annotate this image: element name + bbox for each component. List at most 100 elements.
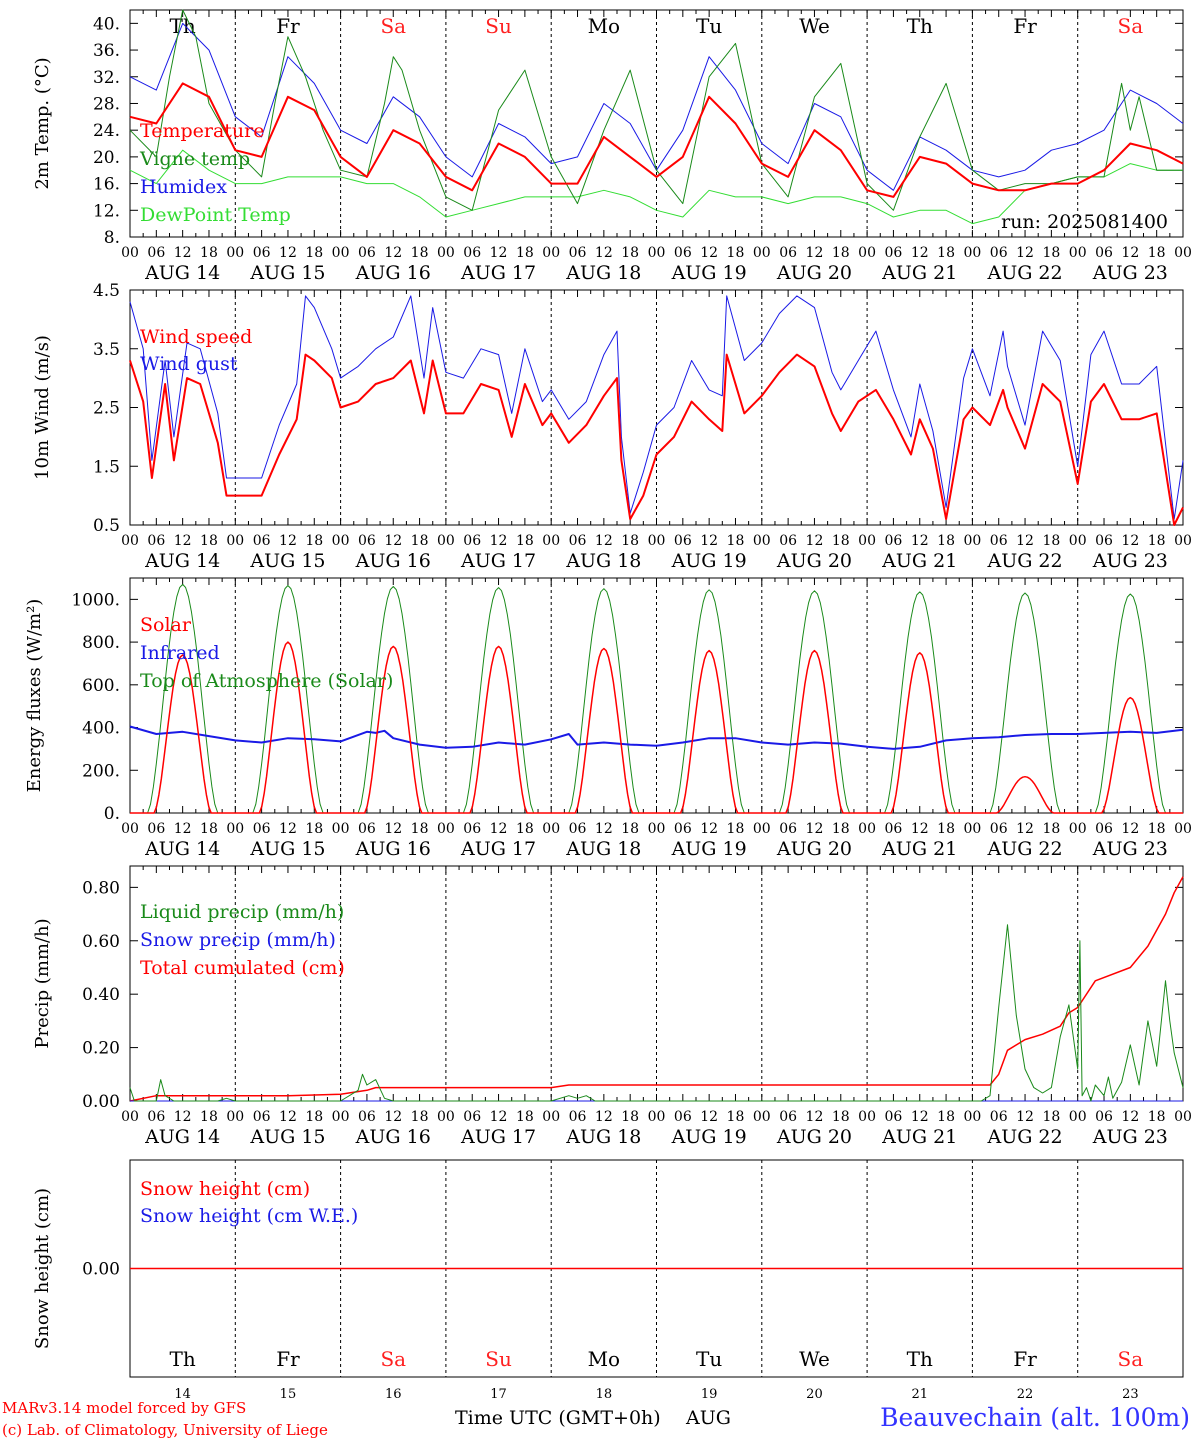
- hour-tick-label: 06: [358, 245, 376, 261]
- hour-tick-label: 12: [595, 533, 613, 549]
- hour-tick-label: 18: [727, 1109, 745, 1125]
- y-tick-label: 0.: [104, 804, 120, 824]
- hour-tick-label: 18: [411, 245, 429, 261]
- hour-tick-label: 12: [1121, 1109, 1139, 1125]
- legend-entry: Top of Atmosphere (Solar): [140, 670, 393, 692]
- hour-tick-label: 12: [806, 533, 824, 549]
- date-label: AUG 23: [1092, 262, 1168, 284]
- hour-tick-label: 06: [885, 533, 903, 549]
- legend-entry: Snow height (cm): [140, 1178, 310, 1200]
- hour-tick-label: 00: [753, 821, 771, 837]
- hour-tick-label: 18: [1042, 821, 1060, 837]
- date-label: AUG 21: [881, 838, 957, 860]
- series-line-wind-speed: [129, 353, 1184, 526]
- date-label: AUG 21: [881, 262, 957, 284]
- hour-tick-label: 06: [569, 821, 587, 837]
- hour-tick-label: 12: [279, 533, 297, 549]
- y-tick-label: 0.80: [82, 878, 120, 898]
- hour-tick-label: 00: [121, 533, 139, 549]
- weekday-label: Fr: [1013, 14, 1037, 38]
- hour-tick-label: 00: [542, 533, 560, 549]
- hour-tick-label: 12: [1016, 533, 1034, 549]
- date-label: AUG 21: [881, 1126, 957, 1148]
- hour-tick-label: 00: [226, 245, 244, 261]
- hour-tick-label: 18: [621, 1109, 639, 1125]
- legend-entry: Temperature: [140, 120, 264, 142]
- hour-tick-label: 18: [621, 533, 639, 549]
- y-tick-label: 28.: [93, 94, 120, 114]
- hour-tick-label: 00: [332, 821, 350, 837]
- date-label: AUG 23: [1092, 838, 1168, 860]
- series-line-liquid-precip-mm-h: [129, 924, 1184, 1102]
- hour-tick-label: 12: [384, 533, 402, 549]
- y-axis-label: Snow height (cm): [32, 1188, 53, 1349]
- date-label: AUG 19: [671, 550, 747, 572]
- date-label: AUG 14: [144, 838, 220, 860]
- hour-tick-label: 12: [279, 821, 297, 837]
- hour-tick-label: 06: [253, 245, 271, 261]
- date-label: AUG 20: [776, 262, 852, 284]
- y-tick-label: 600.: [82, 676, 120, 696]
- y-tick-label: 12.: [93, 201, 120, 221]
- hour-tick-label: 12: [1016, 245, 1034, 261]
- weekday-label: Mo: [588, 1347, 621, 1371]
- hour-tick-label: 06: [463, 821, 481, 837]
- hour-tick-label: 18: [305, 821, 323, 837]
- date-label: AUG 22: [986, 262, 1062, 284]
- hour-tick-label: 18: [937, 1109, 955, 1125]
- hour-tick-label: 12: [174, 533, 192, 549]
- weekday-label: Th: [170, 14, 196, 38]
- hour-tick-label: 18: [516, 821, 534, 837]
- date-label: AUG 15: [249, 838, 325, 860]
- hour-tick-label: 00: [437, 1109, 455, 1125]
- hour-tick-label: 12: [384, 245, 402, 261]
- y-tick-label: 40.: [93, 14, 120, 34]
- hour-tick-label: 00: [332, 533, 350, 549]
- hour-tick-label: 18: [411, 1109, 429, 1125]
- weekday-label: Sa: [1118, 1347, 1144, 1371]
- legend-entry: Total cumulated (cm): [140, 957, 345, 979]
- hour-tick-label: 12: [1121, 533, 1139, 549]
- date-label: AUG 19: [671, 838, 747, 860]
- y-tick-label: 8.: [104, 228, 120, 248]
- date-label: AUG 19: [671, 262, 747, 284]
- weekday-label: We: [799, 14, 830, 38]
- hour-tick-label: 12: [911, 821, 929, 837]
- hour-tick-label: 06: [885, 245, 903, 261]
- day-number-label: 22: [1017, 1387, 1034, 1402]
- hour-tick-label: 18: [305, 533, 323, 549]
- hour-tick-label: 12: [174, 1109, 192, 1125]
- hour-tick-label: 18: [727, 533, 745, 549]
- day-number-label: 18: [596, 1387, 613, 1402]
- hour-tick-label: 00: [542, 1109, 560, 1125]
- day-number-label: 16: [385, 1387, 402, 1402]
- xaxis-title: Time UTC (GMT+0h): [455, 1407, 661, 1429]
- hour-tick-label: 06: [463, 1109, 481, 1125]
- legend-entry: Liquid precip (mm/h): [140, 901, 344, 923]
- series-line-total-cumulated-cm: [129, 876, 1184, 1102]
- y-tick-label: 0.60: [82, 932, 120, 952]
- hour-tick-label: 12: [490, 821, 508, 837]
- hour-tick-label: 06: [674, 1109, 692, 1125]
- hour-tick-label: 06: [253, 821, 271, 837]
- weekday-label: Sa: [380, 1347, 406, 1371]
- y-tick-label: 1.5: [93, 457, 120, 477]
- hour-tick-label: 00: [226, 821, 244, 837]
- hour-tick-label: 12: [911, 245, 929, 261]
- weekday-label: Fr: [1013, 1347, 1037, 1371]
- weekday-label: Fr: [276, 1347, 300, 1371]
- date-label: AUG 20: [776, 1126, 852, 1148]
- hour-tick-label: 12: [1016, 821, 1034, 837]
- y-tick-label: 0.00: [82, 1260, 120, 1280]
- hour-tick-label: 00: [648, 821, 666, 837]
- hour-tick-label: 00: [437, 245, 455, 261]
- date-label: AUG 19: [671, 1126, 747, 1148]
- hour-tick-label: 12: [279, 245, 297, 261]
- hour-tick-label: 06: [885, 821, 903, 837]
- date-label: AUG 17: [460, 838, 536, 860]
- weekday-label: We: [799, 1347, 830, 1371]
- hour-tick-label: 00: [963, 245, 981, 261]
- hour-tick-label: 18: [1042, 1109, 1060, 1125]
- legend-entry: Snow precip (mm/h): [140, 929, 336, 951]
